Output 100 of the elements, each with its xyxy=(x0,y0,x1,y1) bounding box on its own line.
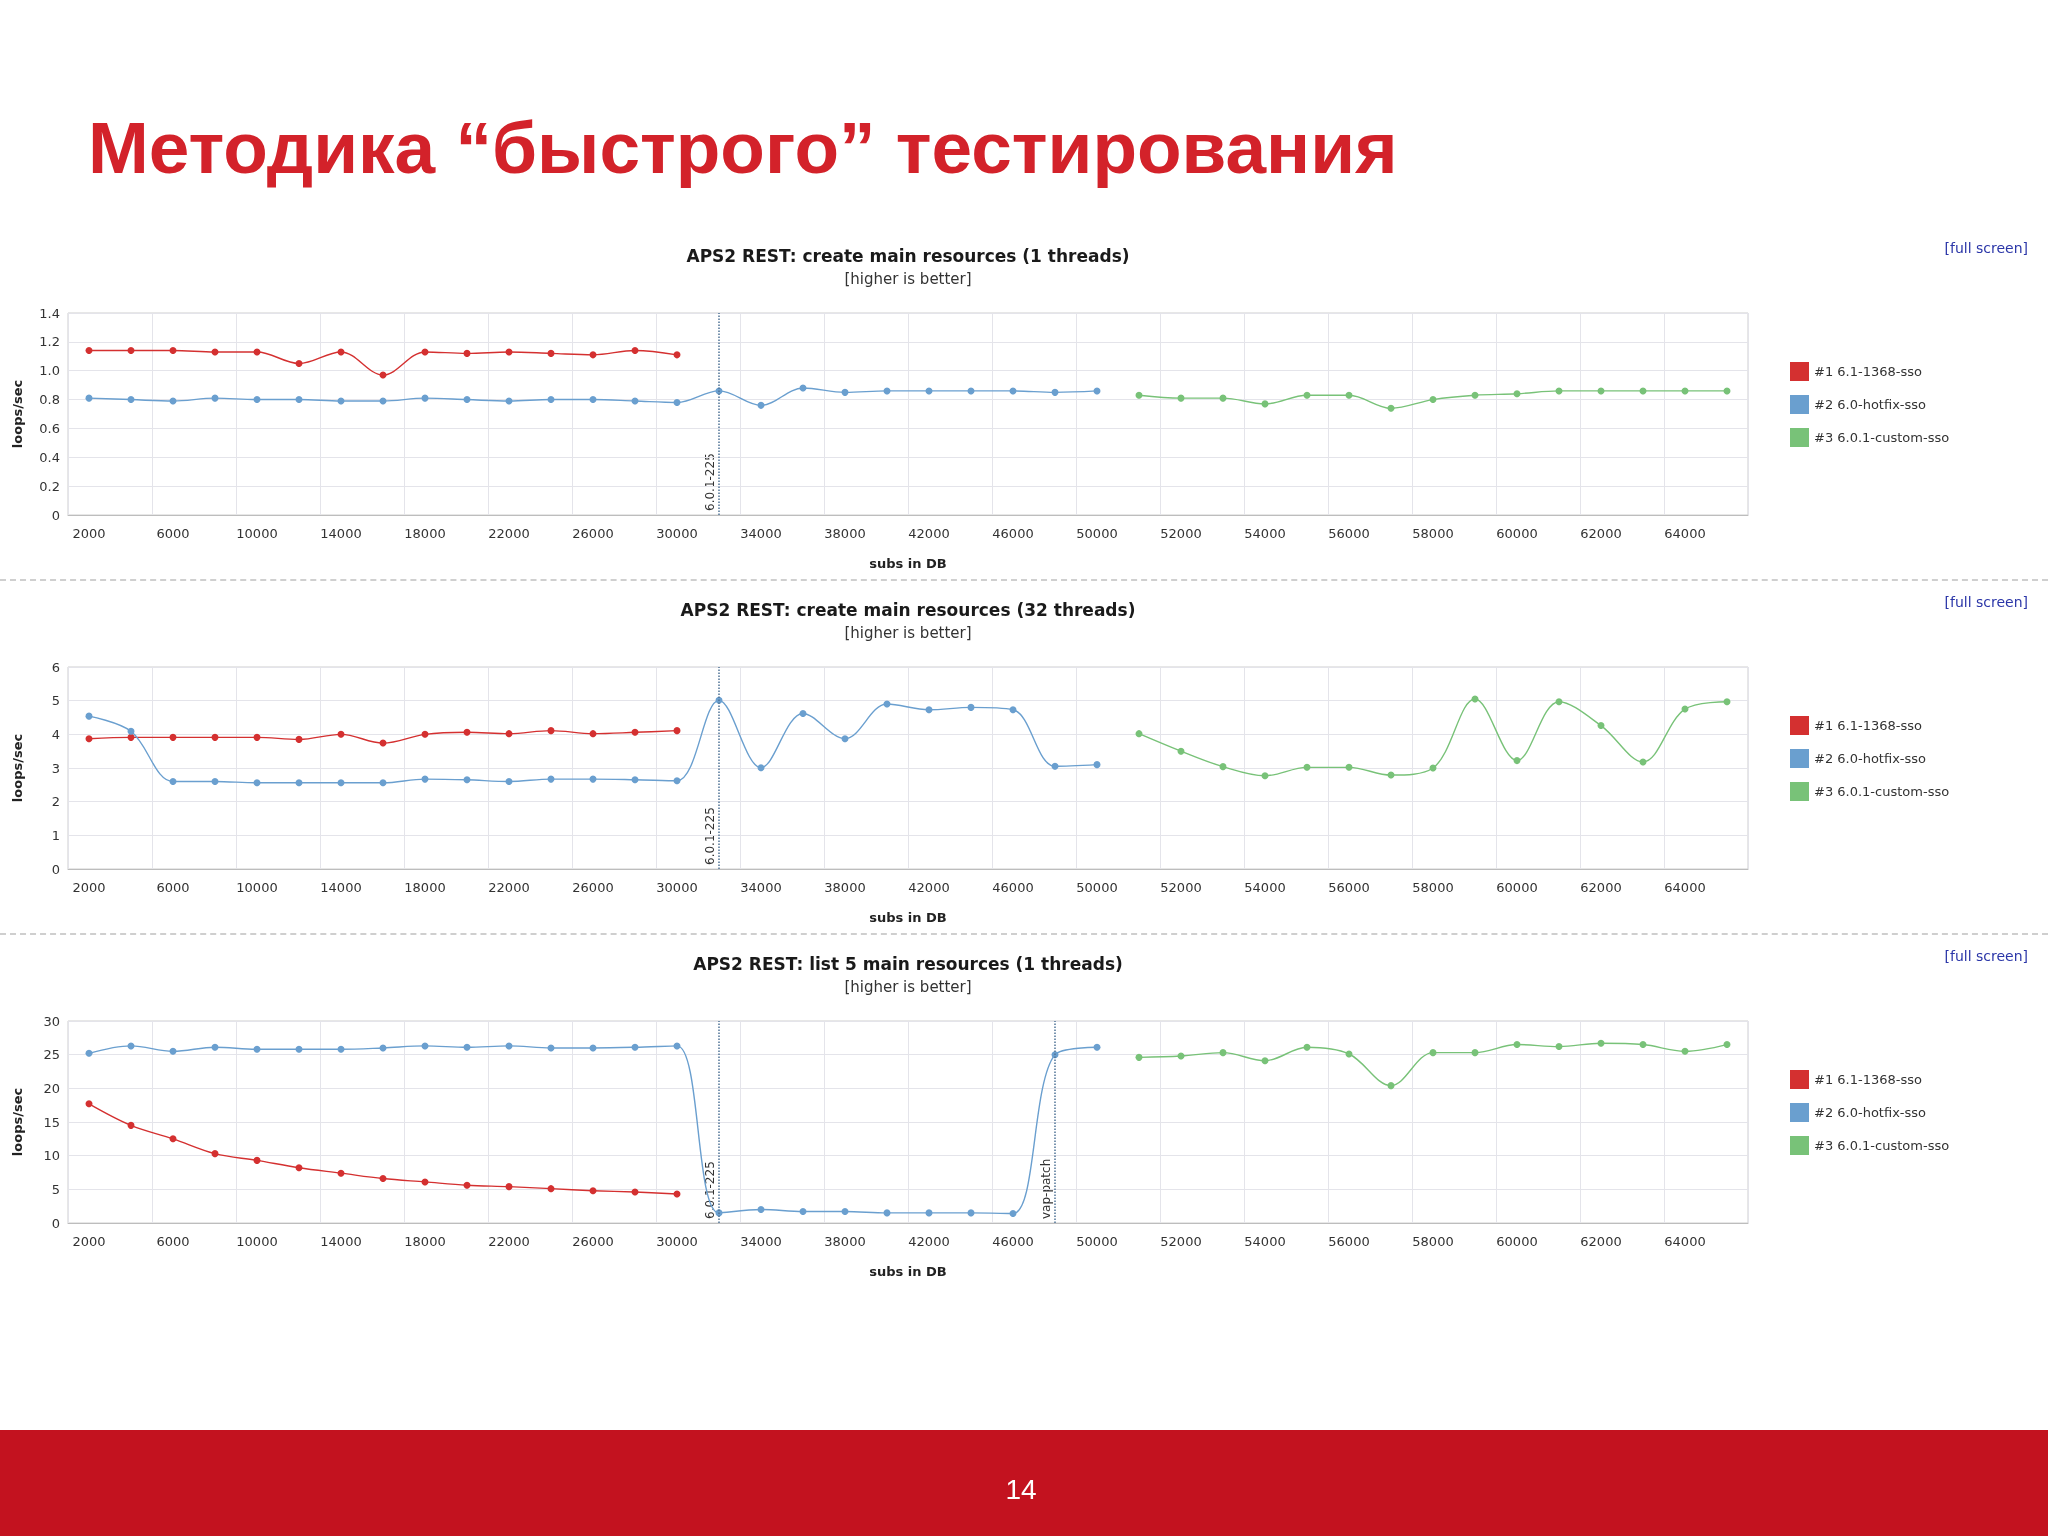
x-tick-label: 22000 xyxy=(488,1234,530,1249)
point xyxy=(967,703,975,711)
legend-label: #1 6.1-1368-sso xyxy=(1814,718,1922,733)
x-tick-label: 26000 xyxy=(572,526,614,541)
x-tick-label: 58000 xyxy=(1412,526,1454,541)
point xyxy=(337,779,345,787)
point xyxy=(1345,391,1353,399)
point xyxy=(1723,1041,1731,1049)
point xyxy=(631,1043,639,1051)
x-tick-label: 58000 xyxy=(1412,880,1454,895)
x-tick-label: 64000 xyxy=(1664,1234,1706,1249)
x-tick-label: 34000 xyxy=(740,1234,782,1249)
y-tick-label: 0.2 xyxy=(39,478,60,494)
x-tick-label: 2000 xyxy=(72,1234,106,1249)
x-tick-label: 60000 xyxy=(1496,526,1538,541)
point xyxy=(379,779,387,787)
annotation: 6.0.1-225 xyxy=(703,807,717,865)
y-tick-label: 0 xyxy=(51,1215,60,1231)
point xyxy=(337,1045,345,1053)
x-tick-label: 38000 xyxy=(824,1234,866,1249)
point xyxy=(631,347,639,355)
point xyxy=(211,1043,219,1051)
y-tick-label: 0 xyxy=(51,861,60,877)
point xyxy=(127,733,135,741)
point xyxy=(295,1045,303,1053)
point xyxy=(127,727,135,735)
point xyxy=(1051,762,1059,770)
point xyxy=(1387,1082,1395,1090)
x-tick-label: 56000 xyxy=(1328,1234,1370,1249)
x-tick-label: 52000 xyxy=(1160,526,1202,541)
x-tick-label: 10000 xyxy=(236,526,278,541)
x-tick-label: 38000 xyxy=(824,880,866,895)
point xyxy=(841,735,849,743)
annotation: 6.0.1-225 xyxy=(703,1161,717,1219)
x-tick-label: 34000 xyxy=(740,880,782,895)
point xyxy=(1303,763,1311,771)
x-tick-label: 56000 xyxy=(1328,880,1370,895)
point xyxy=(757,401,765,409)
point xyxy=(1345,763,1353,771)
point xyxy=(1387,404,1395,412)
point xyxy=(169,777,177,785)
x-tick-label: 14000 xyxy=(320,880,362,895)
legend-label: #3 6.0.1-custom-sso xyxy=(1814,1138,1950,1153)
point xyxy=(463,349,471,357)
point xyxy=(1723,698,1731,706)
text: 14 xyxy=(1005,1474,1037,1506)
point xyxy=(463,776,471,784)
x-tick-label: 18000 xyxy=(404,526,446,541)
point xyxy=(547,727,555,735)
x-tick-label: 46000 xyxy=(992,880,1034,895)
x-tick-label: 52000 xyxy=(1160,1234,1202,1249)
x-tick-label: 54000 xyxy=(1244,880,1286,895)
x-tick-label: 10000 xyxy=(236,1234,278,1249)
point xyxy=(505,777,513,785)
point xyxy=(673,398,681,406)
x-tick-label: 62000 xyxy=(1580,1234,1622,1249)
point xyxy=(1555,698,1563,706)
text: [full screen] xyxy=(1944,594,2029,610)
point xyxy=(421,730,429,738)
x-tick-label: 46000 xyxy=(992,1234,1034,1249)
point xyxy=(169,347,177,355)
legend-label: #2 6.0-hotfix-sso xyxy=(1814,1105,1927,1120)
point xyxy=(547,396,555,404)
point xyxy=(1009,706,1017,714)
y-tick-label: 20 xyxy=(43,1080,60,1096)
point xyxy=(295,360,303,367)
chart-subtitle: [higher is better] xyxy=(844,269,972,288)
point xyxy=(1513,1041,1521,1049)
x-tick-label: 42000 xyxy=(908,1234,950,1249)
y-tick-label: 30 xyxy=(43,1013,60,1029)
point xyxy=(1009,1210,1017,1218)
point xyxy=(1555,1043,1563,1051)
chart-title: APS2 REST: create main resources (1 threads) xyxy=(686,245,1130,266)
x-tick-label: 30000 xyxy=(656,526,698,541)
point xyxy=(127,396,135,404)
y-tick-label: 1 xyxy=(51,827,60,843)
point xyxy=(253,1156,261,1164)
point xyxy=(1471,391,1479,399)
x-tick-label: 2000 xyxy=(72,880,106,895)
point xyxy=(1597,1039,1605,1047)
x-tick-label: 6000 xyxy=(156,1234,190,1249)
x-tick-label: 2000 xyxy=(72,526,106,541)
point xyxy=(925,706,933,714)
x-tick-label: 62000 xyxy=(1580,526,1622,541)
point xyxy=(1639,1041,1647,1049)
x-tick-label: 50000 xyxy=(1076,1234,1118,1249)
x-tick-label: 34000 xyxy=(740,526,782,541)
point xyxy=(505,1183,513,1191)
y-tick-label: 10 xyxy=(43,1148,60,1164)
x-axis-title: subs in DB xyxy=(869,556,947,571)
y-tick-label: 3 xyxy=(51,760,60,776)
y-tick-label: 0.4 xyxy=(39,449,60,465)
point xyxy=(631,728,639,736)
point xyxy=(1513,390,1521,398)
y-tick-label: 0.8 xyxy=(39,392,60,408)
point xyxy=(589,730,597,738)
point xyxy=(253,1045,261,1053)
point xyxy=(1681,1047,1689,1055)
point xyxy=(463,728,471,736)
point xyxy=(1135,730,1143,738)
